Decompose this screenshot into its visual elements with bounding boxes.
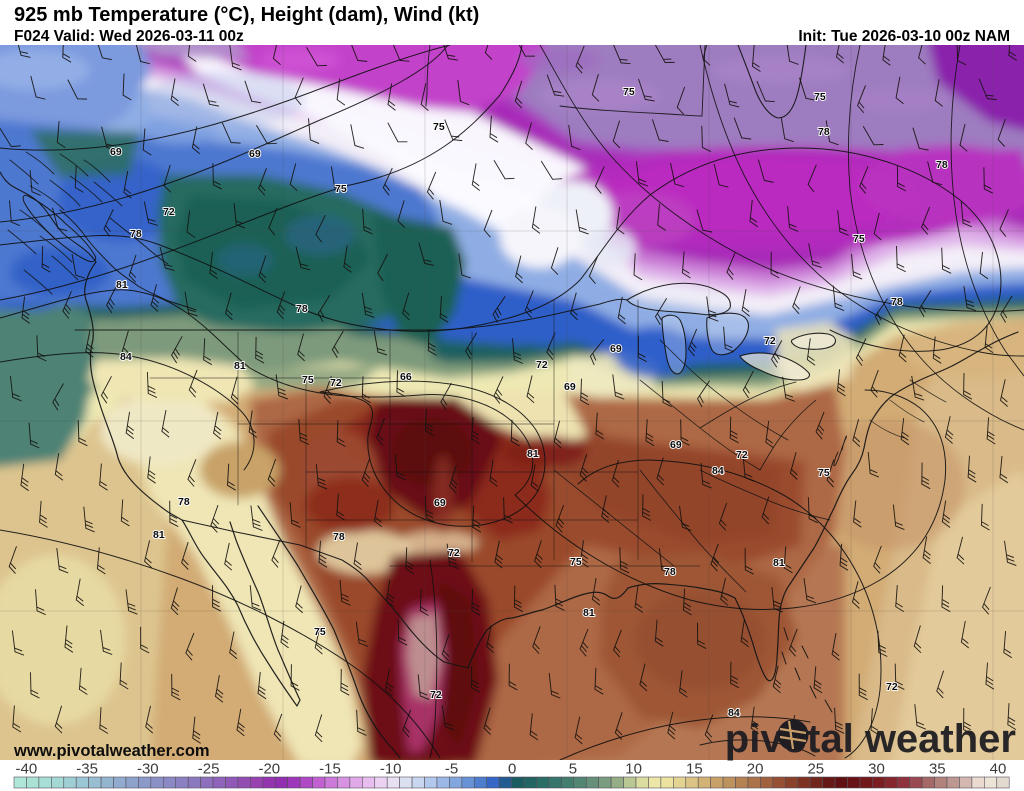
svg-text:75: 75 (433, 121, 445, 133)
svg-text:pivotal weather: pivotal weather (725, 717, 1016, 761)
svg-text:Init: Tue 2026-03-10 00z NAM: Init: Tue 2026-03-10 00z NAM (798, 28, 1010, 45)
svg-text:72: 72 (764, 335, 776, 347)
svg-text:5: 5 (569, 761, 577, 778)
svg-text:66: 66 (400, 371, 412, 383)
svg-text:69: 69 (110, 146, 122, 158)
svg-text:78: 78 (333, 531, 345, 543)
svg-text:78: 78 (130, 228, 142, 240)
svg-text:81: 81 (583, 607, 595, 619)
svg-text:72: 72 (163, 206, 175, 218)
svg-text:81: 81 (527, 448, 539, 460)
svg-text:www.pivotalweather.com: www.pivotalweather.com (13, 742, 210, 760)
svg-text:72: 72 (736, 449, 748, 461)
svg-text:72: 72 (448, 547, 460, 559)
svg-text:72: 72 (430, 689, 442, 701)
svg-text:84: 84 (728, 707, 740, 719)
svg-text:75: 75 (814, 91, 826, 103)
svg-text:78: 78 (296, 303, 308, 315)
svg-text:20: 20 (747, 761, 764, 778)
svg-text:78: 78 (664, 566, 676, 578)
svg-text:75: 75 (314, 626, 326, 638)
svg-text:69: 69 (564, 381, 576, 393)
svg-text:-15: -15 (319, 761, 341, 778)
svg-text:72: 72 (886, 681, 898, 693)
svg-text:-20: -20 (258, 761, 280, 778)
svg-text:84: 84 (712, 465, 724, 477)
svg-text:75: 75 (623, 86, 635, 98)
svg-text:72: 72 (536, 359, 548, 371)
svg-text:-25: -25 (198, 761, 220, 778)
svg-text:81: 81 (153, 529, 165, 541)
svg-text:81: 81 (773, 557, 785, 569)
svg-text:30: 30 (868, 761, 885, 778)
svg-text:-5: -5 (445, 761, 458, 778)
svg-text:-10: -10 (380, 761, 402, 778)
svg-text:69: 69 (610, 343, 622, 355)
svg-text:F024 Valid: Wed 2026-03-11 00z: F024 Valid: Wed 2026-03-11 00z (14, 28, 244, 45)
svg-text:75: 75 (335, 183, 347, 195)
svg-text:78: 78 (891, 296, 903, 308)
svg-text:925 mb Temperature (°C), Heigh: 925 mb Temperature (°C), Height (dam), W… (14, 4, 479, 26)
svg-text:75: 75 (570, 556, 582, 568)
svg-text:75: 75 (302, 374, 314, 386)
svg-text:10: 10 (625, 761, 642, 778)
svg-text:72: 72 (330, 377, 342, 389)
svg-text:69: 69 (434, 497, 446, 509)
svg-text:78: 78 (818, 126, 830, 138)
svg-text:81: 81 (116, 279, 128, 291)
svg-text:40: 40 (990, 761, 1007, 778)
svg-text:-35: -35 (76, 761, 98, 778)
svg-text:78: 78 (178, 496, 190, 508)
svg-text:75: 75 (818, 467, 830, 479)
svg-text:69: 69 (249, 148, 261, 160)
svg-text:-30: -30 (137, 761, 159, 778)
svg-text:-40: -40 (16, 761, 38, 778)
svg-text:15: 15 (686, 761, 703, 778)
svg-text:84: 84 (120, 351, 132, 363)
svg-text:69: 69 (670, 439, 682, 451)
svg-text:75: 75 (853, 233, 865, 245)
svg-text:25: 25 (807, 761, 824, 778)
svg-text:81: 81 (234, 360, 246, 372)
svg-text:35: 35 (929, 761, 946, 778)
svg-text:0: 0 (508, 761, 516, 778)
svg-text:78: 78 (936, 159, 948, 171)
